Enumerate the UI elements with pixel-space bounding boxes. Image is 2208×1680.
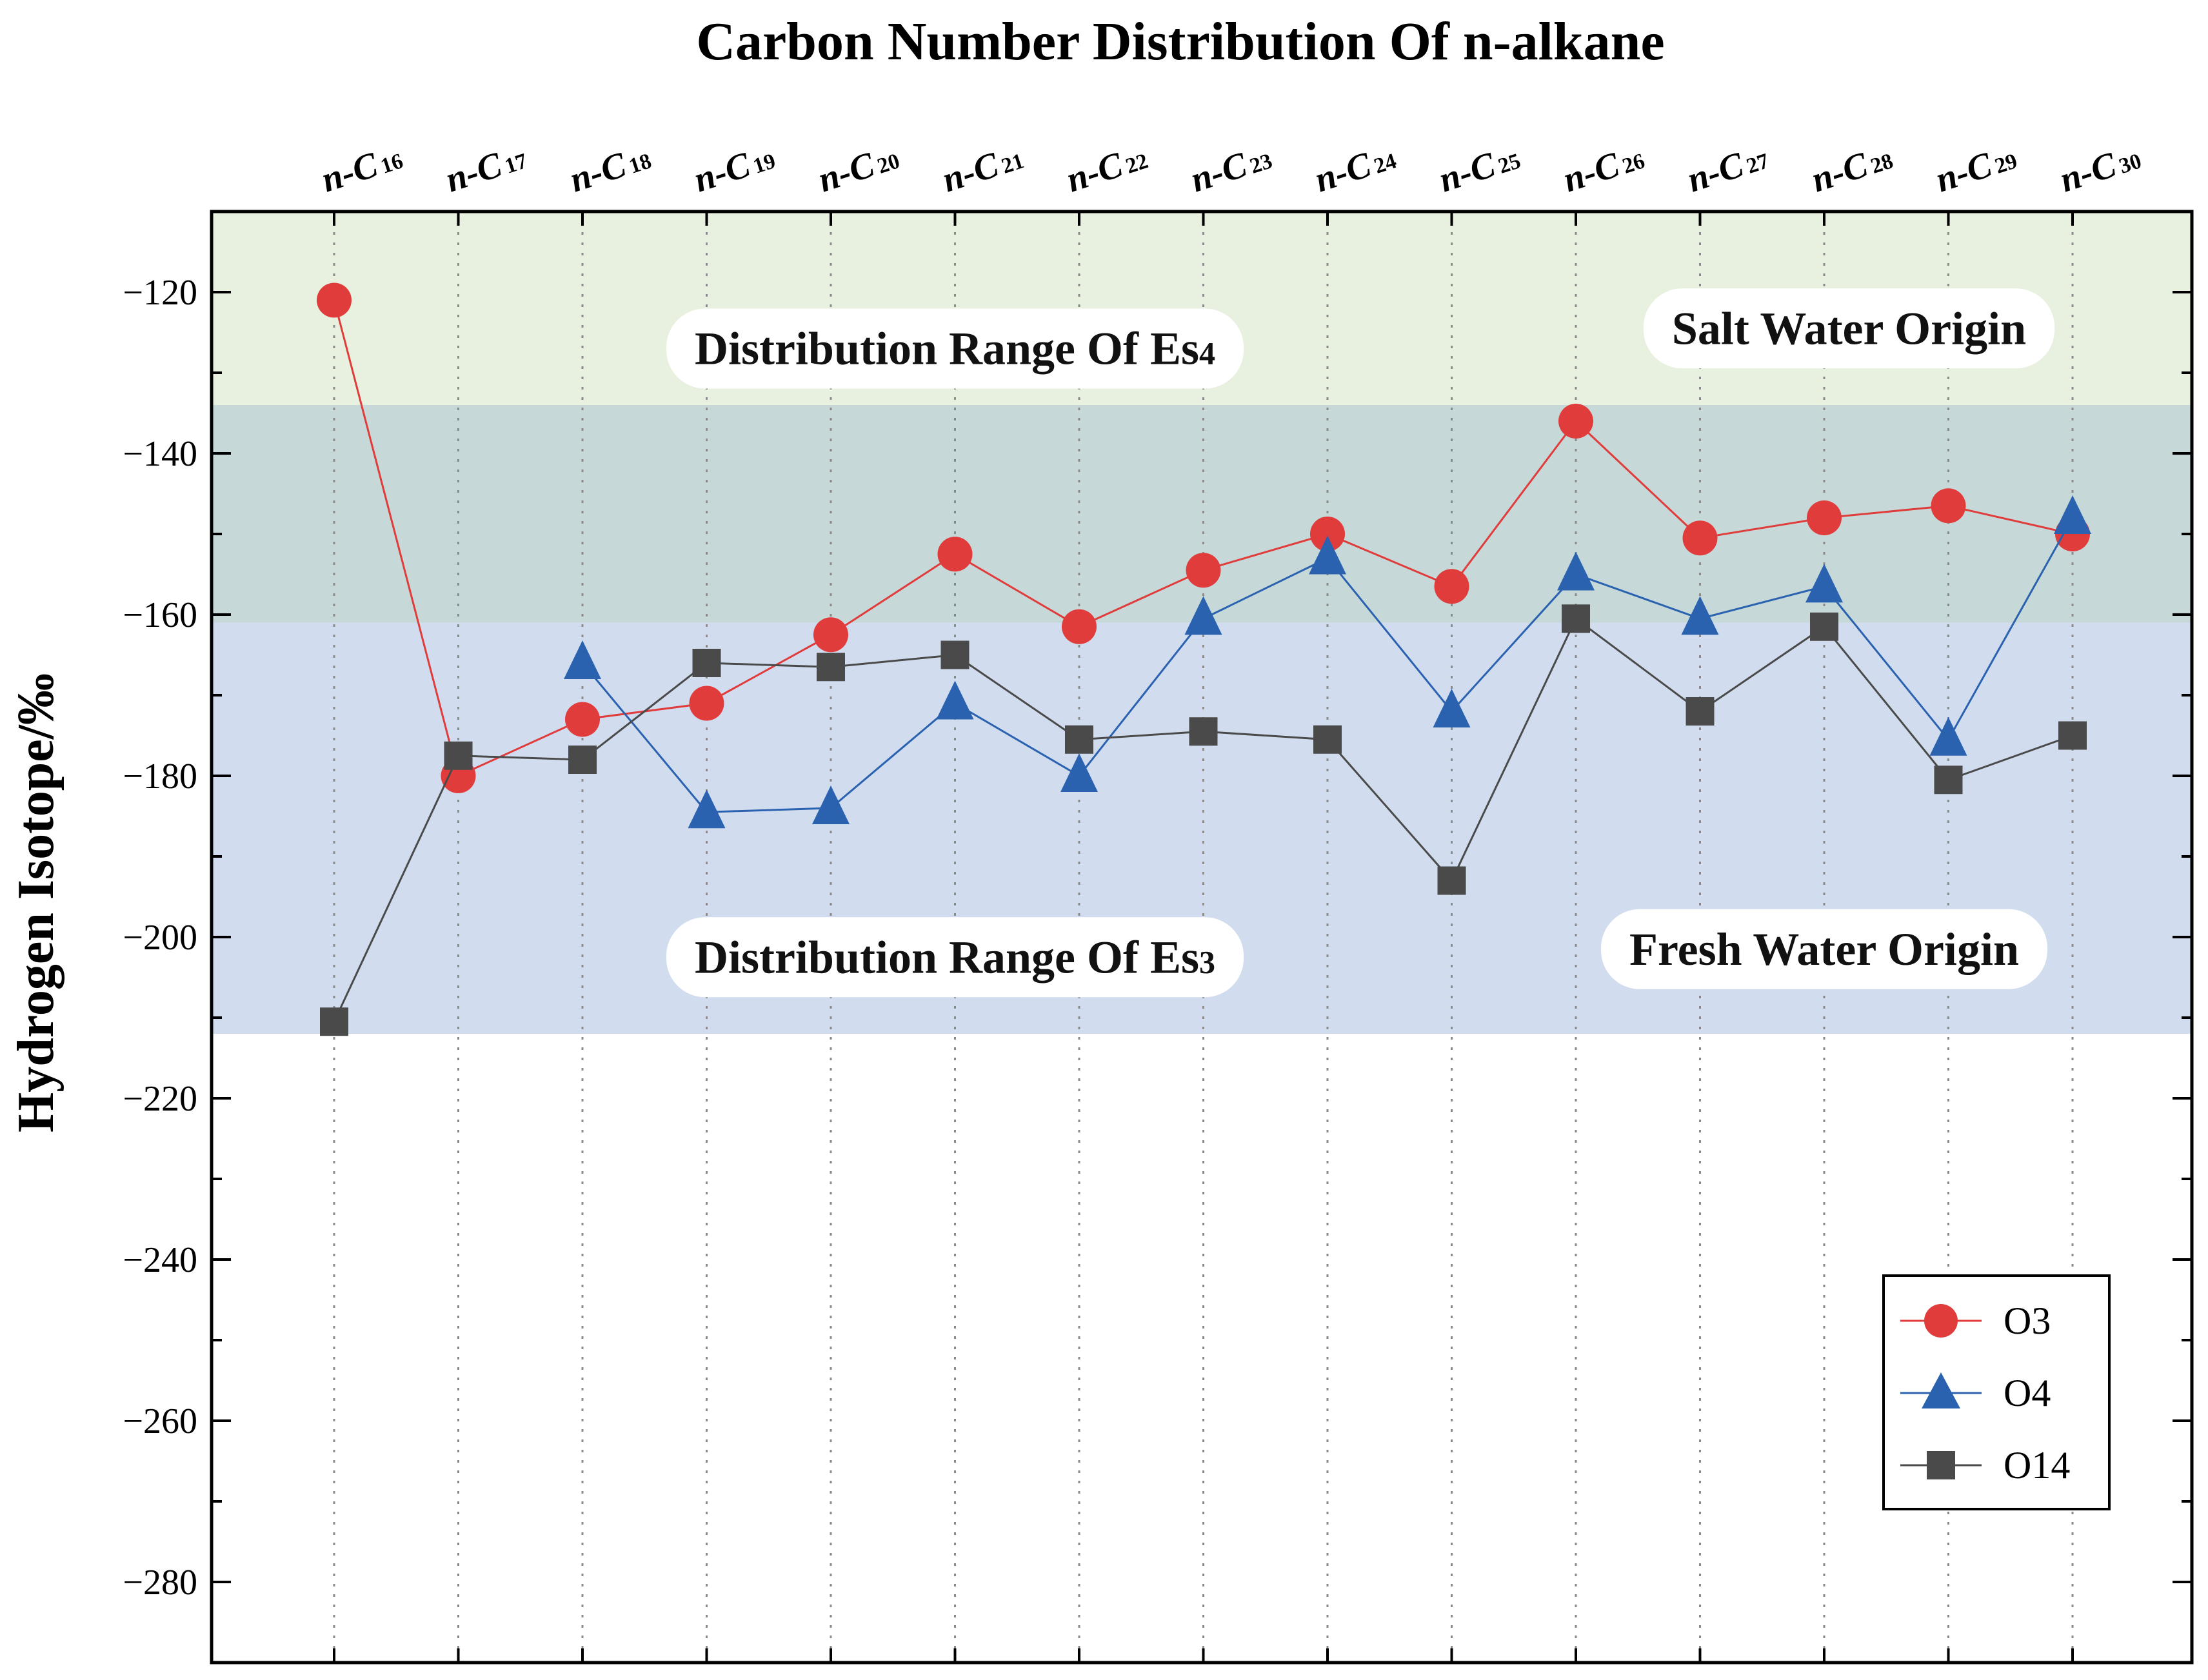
series-o14-point-29 [1934, 766, 1963, 795]
x-tick-label-21: n-C21 [937, 137, 1028, 200]
series-o14-point-20 [817, 653, 845, 682]
y-tick-label: −220 [123, 1079, 197, 1119]
series-o14-point-21 [940, 640, 970, 669]
overlap-band [212, 405, 2192, 623]
series-o4-point-18 [564, 640, 601, 679]
series-o14-point-18 [568, 746, 597, 774]
y-tick-label: −180 [123, 756, 197, 796]
series-o4-point-25 [1433, 689, 1471, 727]
series-o4-point-28 [1805, 564, 1843, 603]
annotations: Distribution Range Of Es4 Salt Water Orig… [666, 288, 2055, 998]
series-o3-point-18 [565, 702, 600, 737]
salt-water-label-text: Salt Water Origin [1672, 302, 2026, 354]
series-o3-point-29 [1931, 488, 1966, 524]
series-o3-point-28 [1807, 500, 1842, 535]
x-tick-label-25: n-C25 [1434, 137, 1524, 200]
series-o3-point-19 [689, 686, 724, 721]
series-o4-point-27 [1681, 596, 1719, 635]
legend-o4-label: O4 [2004, 1372, 2051, 1414]
y-tick-label: −140 [123, 434, 197, 474]
x-tick-label-27: n-C27 [1682, 137, 1773, 200]
fresh-water-label: Fresh Water Origin [1601, 909, 2047, 989]
legend-o3-marker [1924, 1304, 1958, 1338]
series-o3-point-26 [1558, 404, 1593, 439]
series-o14-point-23 [1189, 717, 1218, 746]
series-o14-point-26 [1562, 604, 1590, 633]
fresh-water-label-background [1601, 909, 2047, 989]
series-o4-point-21 [936, 680, 974, 720]
series-o3-point-20 [813, 617, 848, 653]
series-o14-point-25 [1437, 866, 1466, 895]
x-tick-label-17: n-C17 [441, 137, 531, 200]
series-o3-point-24 [1310, 517, 1345, 551]
legend-o14-label: O14 [2004, 1444, 2070, 1487]
legend-entry-o3: O3 [1900, 1300, 2051, 1342]
x-tick-label-22: n-C22 [1062, 137, 1152, 200]
legend: O3 O4 O14 [1882, 1274, 2111, 1510]
fresh-water-label-text: Fresh Water Origin [1629, 924, 2019, 975]
x-tick-label-20: n-C20 [813, 137, 904, 200]
series-o3-point-23 [1186, 553, 1221, 588]
x-tick-label-28: n-C28 [1807, 137, 1897, 200]
series-o14-point-22 [1065, 725, 1093, 754]
series-o4-point-24 [1309, 535, 1346, 575]
series-o3-point-25 [1434, 569, 1469, 604]
series-o14-point-30 [2058, 721, 2087, 750]
legend-o4-marker [1922, 1372, 1960, 1408]
y-tick-label: −240 [123, 1240, 197, 1280]
x-tick-label-16: n-C16 [317, 137, 407, 200]
series-o4-point-26 [1557, 551, 1595, 591]
x-tick-label-19: n-C19 [689, 137, 779, 200]
series-o4-point-30 [2054, 495, 2091, 534]
series-o14-point-27 [1686, 697, 1715, 726]
es4-label-text: Distribution Range Of Es4 [695, 323, 1215, 375]
y-tick-label: −120 [123, 273, 197, 313]
es3-label: Distribution Range Of Es3 [666, 917, 1244, 998]
es4-label-background [666, 308, 1244, 389]
series-o14-point-16 [320, 1007, 348, 1036]
x-tick-label-18: n-C18 [565, 137, 655, 200]
es3-label-background [666, 917, 1244, 998]
x-tick-label-26: n-C26 [1558, 137, 1649, 200]
series-layer [317, 282, 2091, 1036]
chart-title: Carbon Number Distribution Of n-alkane [696, 12, 1664, 72]
series-o3-point-22 [1062, 609, 1097, 644]
x-tick-label-24: n-C24 [1310, 137, 1400, 200]
legend-entry-o4: O4 [1900, 1372, 2051, 1414]
series-o4-point-29 [1929, 716, 1967, 756]
series-o4-point-20 [812, 786, 850, 824]
series-o4-point-23 [1184, 596, 1222, 635]
y-tick-label: −200 [123, 918, 197, 958]
legend-o3-label: O3 [2004, 1300, 2051, 1342]
series-o3-point-16 [317, 282, 352, 318]
x-tick-label-30: n-C30 [2055, 137, 2145, 200]
y-tick-label: −280 [123, 1563, 197, 1603]
series-o3-point-27 [1682, 520, 1718, 556]
series-o4-point-22 [1060, 753, 1098, 792]
series-o3-point-21 [937, 537, 973, 572]
series-o14-point-19 [692, 649, 721, 677]
y-axis-label: Hydrogen Isotope/‰ [8, 673, 65, 1132]
series-o14-point-28 [1810, 612, 1838, 641]
salt-water-label: Salt Water Origin [1643, 288, 2055, 369]
series-o4-point-19 [688, 789, 726, 829]
x-tick-label-23: n-C23 [1186, 137, 1276, 200]
es3-label-text: Distribution Range Of Es3 [695, 931, 1215, 983]
salt-water-label-background [1643, 288, 2055, 369]
legend-o14-marker [1927, 1451, 1955, 1479]
y-tick-label: −160 [123, 595, 197, 635]
es4-label: Distribution Range Of Es4 [666, 308, 1244, 389]
series-o14-point-17 [444, 741, 473, 770]
x-tick-label-29: n-C29 [1931, 137, 2021, 200]
y-tick-label: −260 [123, 1401, 197, 1441]
series-o14-point-24 [1313, 725, 1342, 754]
legend-entry-o14: O14 [1900, 1444, 2070, 1487]
